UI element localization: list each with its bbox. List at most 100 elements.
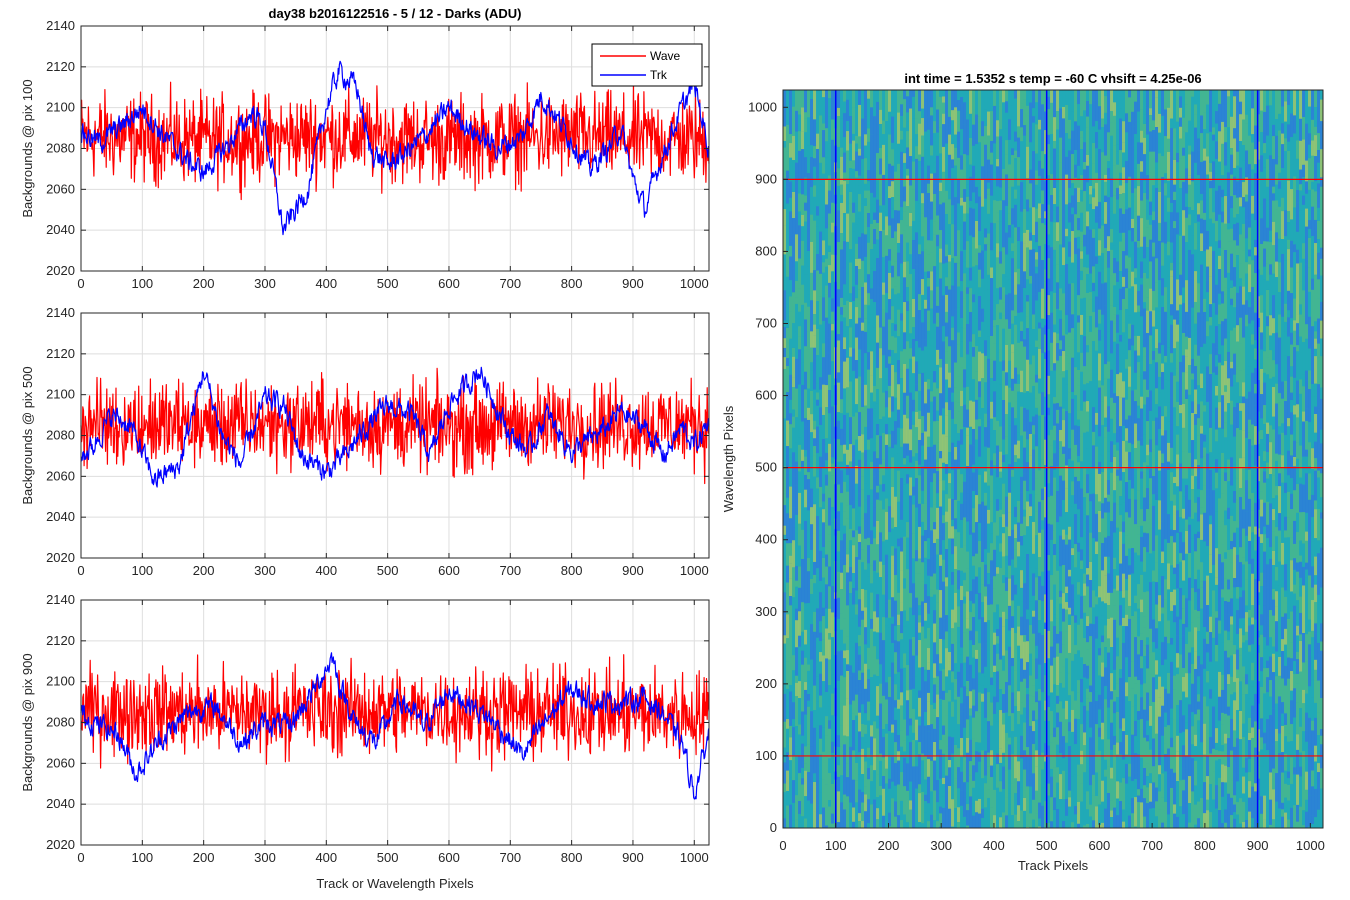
heatmap-cell	[1047, 581, 1051, 608]
heatmap-cell	[927, 348, 931, 380]
heatmap-cell	[978, 742, 982, 753]
heatmap-cell	[1008, 793, 1012, 805]
heatmap-cell	[1068, 119, 1072, 139]
heatmap-cell	[861, 159, 865, 176]
heatmap-cell	[888, 249, 892, 261]
heatmap-cell	[1077, 719, 1081, 738]
heatmap-cell	[1116, 683, 1120, 698]
heatmap-cell	[1092, 90, 1096, 101]
heatmap-cell	[1050, 632, 1054, 647]
heatmap-cell	[1002, 247, 1006, 275]
heatmap-cell	[1110, 242, 1114, 250]
heatmap-cell	[825, 735, 829, 757]
heatmap-cell	[972, 508, 976, 533]
heatmap-cell	[891, 411, 895, 431]
heatmap-cell	[990, 152, 994, 165]
heatmap-cell	[837, 618, 841, 630]
heatmap-cell	[1095, 412, 1099, 425]
heatmap-cell	[978, 523, 982, 542]
heatmap-cell	[879, 390, 883, 420]
heatmap-cell	[1020, 241, 1024, 267]
heatmap-cell	[825, 511, 829, 526]
heatmap-cell	[879, 509, 883, 533]
heatmap-cell	[1002, 151, 1006, 170]
heatmap-cell	[930, 482, 934, 508]
heatmap-cell	[972, 192, 976, 209]
heatmap-cell	[1041, 529, 1045, 545]
heatmap-cell	[1056, 222, 1060, 241]
heatmap-cell	[1005, 770, 1009, 798]
heatmap-cell	[894, 742, 898, 764]
heatmap-cell	[978, 269, 982, 288]
heatmap-cell	[1011, 390, 1015, 408]
heatmap-cell	[1023, 528, 1027, 536]
heatmap-cell	[870, 288, 874, 300]
heatmap-cell	[930, 622, 934, 649]
heatmap-cell	[999, 517, 1003, 544]
heatmap-cell	[885, 617, 889, 626]
heatmap-cell	[981, 685, 985, 694]
heatmap-cell	[894, 117, 898, 144]
heatmap-cell	[978, 90, 982, 117]
heatmap-cell	[819, 389, 823, 408]
heatmap-cell	[792, 655, 796, 671]
heatmap-cell	[831, 311, 835, 325]
heatmap-cell	[891, 306, 895, 324]
heatmap-cell	[1116, 144, 1120, 152]
heatmap-cell	[954, 488, 958, 500]
heatmap-cell	[1011, 90, 1015, 106]
heatmap-cell	[1005, 650, 1009, 683]
heatmap-cell	[1017, 805, 1021, 822]
heatmap-cell	[825, 317, 829, 327]
heatmap-cell	[957, 157, 961, 180]
heatmap-cell	[951, 340, 955, 370]
heatmap-cell	[1014, 706, 1018, 729]
heatmap-cell	[960, 304, 964, 319]
heatmap-cell	[1131, 176, 1135, 194]
heatmap-cell	[1077, 315, 1081, 323]
heatmap-cell	[918, 439, 922, 465]
heatmap-cell	[1032, 294, 1036, 315]
heatmap-cell	[1083, 573, 1087, 584]
heatmap-cell	[1065, 586, 1069, 594]
heatmap-cell	[981, 550, 985, 562]
heatmap-cell	[1050, 278, 1054, 292]
heatmap-cell	[1104, 575, 1108, 604]
heatmap-cell	[1116, 281, 1120, 305]
heatmap-cell	[1005, 276, 1009, 295]
heatmap-cell	[864, 331, 868, 354]
heatmap-cell	[843, 213, 847, 242]
heatmap-cell	[819, 580, 823, 593]
heatmap-cell	[1008, 782, 1012, 794]
heatmap-cell	[876, 632, 880, 660]
heatmap-cell	[1029, 625, 1033, 654]
heatmap-cell	[951, 110, 955, 121]
heatmap-cell	[825, 438, 829, 445]
heatmap-cell	[1077, 236, 1081, 249]
heatmap-cell	[795, 303, 799, 332]
heatmap-cell	[969, 280, 973, 289]
heatmap-cell	[999, 477, 1003, 504]
heatmap-cell	[900, 320, 904, 332]
heatmap-cell	[849, 581, 853, 594]
heatmap-cell	[963, 427, 967, 451]
heatmap-cell	[1044, 352, 1048, 360]
heatmap-cell	[825, 716, 829, 736]
heatmap-cell	[927, 692, 931, 702]
heatmap-cell	[1110, 197, 1114, 212]
heatmap-cell	[990, 543, 994, 561]
heatmap-cell	[828, 98, 832, 107]
heatmap-cell	[1134, 372, 1138, 390]
heatmap-cell	[807, 530, 811, 559]
heatmap-cell	[1080, 606, 1084, 619]
heatmap-cell	[816, 254, 820, 271]
heatmap-cell	[1008, 312, 1012, 321]
heatmap-cell	[963, 261, 967, 274]
heatmap-cell	[1122, 502, 1126, 522]
heatmap-cell	[948, 498, 952, 521]
heatmap-cell	[795, 358, 799, 389]
heatmap-cell	[861, 489, 865, 519]
heatmap-cell	[990, 222, 994, 251]
heatmap-cell	[1095, 327, 1099, 351]
heatmap-cell	[879, 577, 883, 596]
